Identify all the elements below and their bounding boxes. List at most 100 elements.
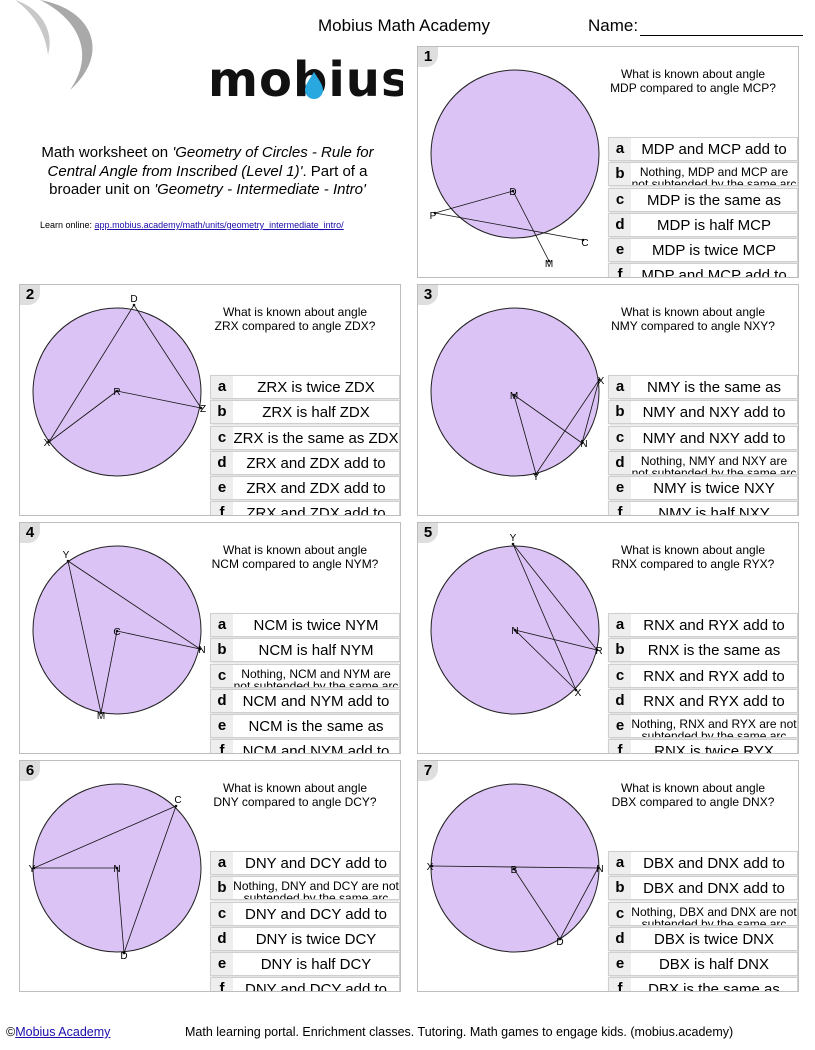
circle-figure: Y N R X <box>430 533 603 715</box>
worksheet-description: Math worksheet on 'Geometry of Circles -… <box>41 144 374 198</box>
option-text: NMY and NXY add to 90° <box>642 429 786 449</box>
question-panel-1: D P C M 1 What is known about angle MDP com… <box>417 46 799 278</box>
answer-option-c[interactable]: c DNY and DCY add to 90° <box>210 901 400 926</box>
answer-option-b[interactable]: b NMY and NXY add to 180° <box>608 400 798 425</box>
answer-option-f[interactable]: f DBX is the same as DNX <box>608 977 798 991</box>
segment-YC <box>33 805 177 869</box>
answer-option-d[interactable]: d Nothing, NMY and NXY are not subtended … <box>608 450 798 475</box>
answer-option-c[interactable]: c Nothing, DBX and DNX are not subtended … <box>608 901 798 926</box>
answer-option-e[interactable]: e NMY is twice NXY <box>608 476 798 501</box>
answer-option-f[interactable]: f DNY and DCY add to 360° <box>210 977 400 991</box>
point-N <box>198 647 202 651</box>
point-C <box>174 804 178 808</box>
answer-option-a[interactable]: a NCM is twice NYM <box>210 613 400 637</box>
answer-option-a[interactable]: a NMY is the same as NXY <box>608 375 798 399</box>
segment-RZ <box>116 390 202 409</box>
answer-option-b[interactable]: b DBX and DNX add to 360° <box>608 876 798 901</box>
point-N <box>596 866 600 870</box>
option-text: NCM and NYM add to 90° <box>242 692 390 712</box>
answer-option-b[interactable]: b Nothing, MDP and MCP are not subtended … <box>608 162 798 187</box>
answer-option-b[interactable]: b ZRX is half ZDX <box>210 400 400 425</box>
option-text: DBX and DNX add to 360° <box>643 880 785 899</box>
point-label-Y: Y <box>29 864 36 875</box>
option-text: Nothing, DBX and DNX are not subtended b… <box>631 904 797 926</box>
option-letter: e <box>211 715 233 738</box>
segment-XR <box>48 390 118 443</box>
option-letter: a <box>211 614 233 636</box>
point-X <box>47 440 51 444</box>
answer-option-a[interactable]: a DBX and DNX add to 90° <box>608 851 798 875</box>
answer-option-e[interactable]: e DNY is half DCY <box>210 952 400 977</box>
option-letter: d <box>211 927 233 950</box>
option-text: RNX is twice RYX <box>654 743 774 754</box>
answer-option-a[interactable]: a MDP and MCP add to 90° <box>608 137 798 161</box>
question-text: What is known about angle DBX compared t… <box>611 781 775 809</box>
option-letter: d <box>609 451 631 474</box>
segment-DZ <box>133 304 202 409</box>
point-label-N: N <box>511 626 518 637</box>
answer-option-e[interactable]: e DBX is half DNX <box>608 952 798 977</box>
point-N <box>115 866 119 870</box>
option-letter: d <box>609 927 631 950</box>
option-letter: f <box>609 264 631 277</box>
option-text: DNY is half DCY <box>260 956 372 974</box>
answer-option-c[interactable]: c Nothing, NCM and NYM are not subtended … <box>210 663 400 688</box>
answer-option-f[interactable]: f NMY is half NXY <box>608 501 798 515</box>
answer-option-c[interactable]: c ZRX is the same as ZDX <box>210 425 400 450</box>
segment-YR <box>512 543 598 651</box>
answer-option-b[interactable]: b NCM is half NYM <box>210 638 400 663</box>
answer-option-c[interactable]: c RNX and RYX add to 180° <box>608 663 798 688</box>
question-panel-3: M X N Y 3 What is known about angle NMY com… <box>417 284 799 516</box>
option-letter: d <box>609 213 631 236</box>
answer-option-e[interactable]: e Nothing, RNX and RYX are not subtended … <box>608 714 798 739</box>
option-text: DNY and DCY add to 180° <box>244 855 388 874</box>
point-P <box>433 211 437 215</box>
answer-option-b[interactable]: b RNX is the same as RYX <box>608 638 798 663</box>
answer-option-b[interactable]: b Nothing, DNY and DCY are not subtended … <box>210 876 400 901</box>
learn-online-link[interactable]: app.mobius.academy/math/units/geometry_i… <box>94 220 344 230</box>
answer-option-c[interactable]: c NMY and NXY add to 90° <box>608 425 798 450</box>
answer-option-a[interactable]: a DNY and DCY add to 180° <box>210 851 400 875</box>
answer-option-d[interactable]: d NCM and NYM add to 90° <box>210 688 400 713</box>
answer-option-c[interactable]: c MDP is the same as MCP <box>608 187 798 212</box>
option-letter: f <box>211 740 233 753</box>
answer-option-f[interactable]: f MDP and MCP add to 180° <box>608 263 798 277</box>
answer-option-f[interactable]: f ZRX and ZDX add to 360° <box>210 501 400 515</box>
circle-figure: D P C M <box>430 69 600 270</box>
copyright-link[interactable]: Mobius Academy <box>15 1025 111 1039</box>
name-blank-line[interactable] <box>640 19 804 36</box>
answer-option-d[interactable]: d DBX is twice DNX <box>608 926 798 951</box>
answer-option-e[interactable]: e MDP is twice MCP <box>608 238 798 263</box>
answer-option-a[interactable]: a ZRX is twice ZDX <box>210 375 400 399</box>
answer-option-d[interactable]: d ZRX and ZDX add to 90° <box>210 450 400 475</box>
point-label-D: D <box>556 937 563 948</box>
point-label-X: X <box>427 862 434 873</box>
option-text: NCM is twice NYM <box>253 617 379 634</box>
question-number: 4 <box>20 523 40 543</box>
option-text: DBX and DNX add to 90° <box>643 855 785 874</box>
answer-option-a[interactable]: a RNX and RYX add to 90° <box>608 613 798 637</box>
segment-NX <box>514 629 577 691</box>
point-X <box>597 378 601 382</box>
answer-options: a NMY is the same as NXY b NMY and NXY add … <box>608 375 798 515</box>
answer-option-e[interactable]: e NCM is the same as NYM <box>210 714 400 739</box>
point-M <box>99 711 103 715</box>
name-field: Name: <box>588 16 804 36</box>
answer-option-d[interactable]: d RNX and RYX add to 360° <box>608 688 798 713</box>
answer-option-f[interactable]: f NCM and NYM add to 180° <box>210 739 400 753</box>
point-label-C: C <box>113 627 120 638</box>
answer-option-e[interactable]: e ZRX and ZDX add to 180° <box>210 476 400 501</box>
point-label-X: X <box>575 688 582 699</box>
option-text: Nothing, DNY and DCY are not subtended b… <box>233 879 399 901</box>
answer-option-d[interactable]: d DNY is twice DCY <box>210 926 400 951</box>
option-text: NMY is the same as NXY <box>647 379 781 398</box>
answer-option-f[interactable]: f RNX is twice RYX <box>608 739 798 754</box>
option-letter: c <box>609 902 631 925</box>
answer-options: a NCM is twice NYM b NCM is half NYM c Nothin… <box>210 613 400 753</box>
option-letter: a <box>609 138 631 160</box>
circle-figure: Y C N M <box>32 545 206 722</box>
answer-option-d[interactable]: d MDP is half MCP <box>608 212 798 237</box>
question-number: 1 <box>418 47 438 67</box>
point-D <box>511 189 515 193</box>
circle <box>430 307 600 477</box>
